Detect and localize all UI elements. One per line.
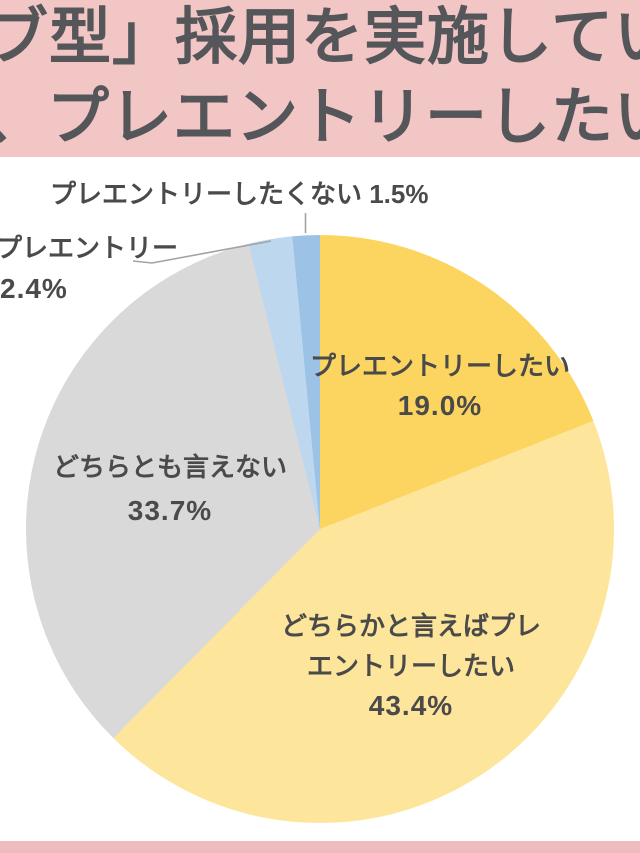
title-banner: ブ型」採用を実施してい 、プレエントリーしたいで: [0, 0, 640, 157]
title-line-1: ブ型」採用を実施してい: [0, 3, 640, 72]
callout-label-somewhat-dislike-pct: 2.4%: [0, 273, 68, 304]
footer-strip: [0, 841, 640, 853]
slice-label-somewhat-want-name-1: どちらかと言えばプレ: [280, 611, 542, 641]
slice-label-neutral-pct: 33.7%: [127, 495, 213, 526]
slice-label-want-name: プレエントリーしたい: [309, 351, 571, 381]
title-line-2: 、プレエントリーしたいで: [0, 83, 640, 152]
pie-chart: [26, 235, 614, 823]
slice-label-somewhat-want-pct: 43.4%: [368, 690, 454, 721]
callout-label-dislike: プレエントリーしたくない 1.5%: [50, 179, 429, 209]
slice-label-somewhat-want: どちらかと言えばプレ エントリーしたい 43.4%: [281, 606, 541, 726]
callout-label-somewhat-dislike-name: プレエントリー: [0, 233, 179, 263]
slice-label-want-pct: 19.0%: [397, 390, 483, 421]
slice-label-somewhat-want-name-2: エントリーしたい: [306, 651, 516, 681]
slice-label-neutral: どちらとも言えない 33.7%: [53, 446, 287, 532]
slice-label-want: プレエントリーしたい 19.0%: [310, 346, 570, 426]
slice-label-neutral-name: どちらとも言えない: [52, 452, 288, 482]
